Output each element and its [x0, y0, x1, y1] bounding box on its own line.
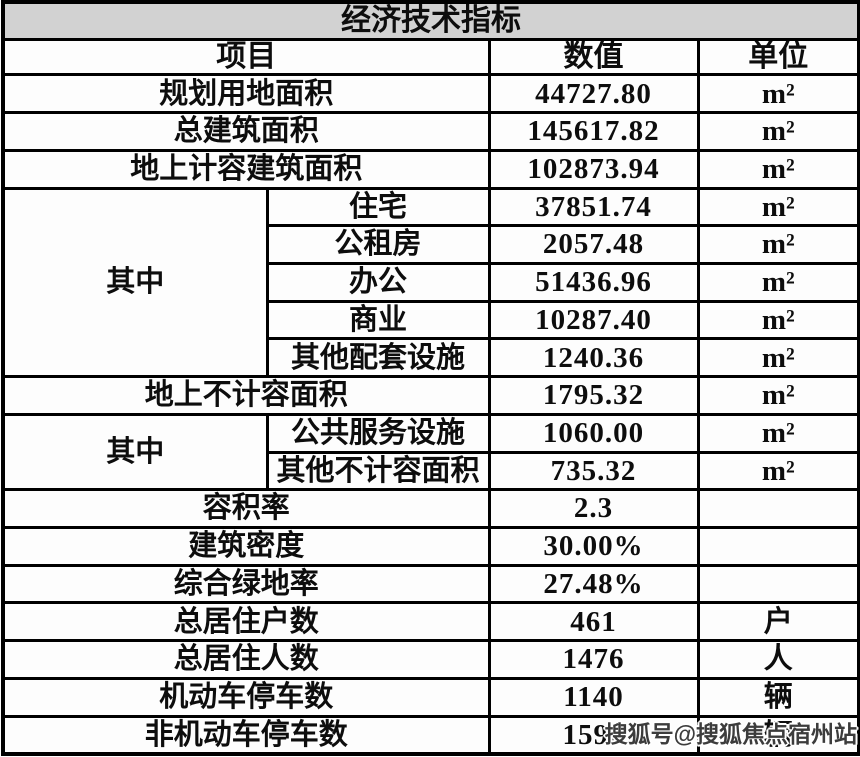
- row-label: 非机动车停车数: [1, 714, 491, 756]
- row-unit: m²: [696, 337, 860, 379]
- row-value: 2057.48: [487, 224, 700, 265]
- table-header-row: 项目 数值 单位: [1, 37, 860, 77]
- row-value: 44727.80: [487, 73, 700, 115]
- row-unit: m²: [696, 412, 860, 454]
- table-row: 其中 住宅 37851.74 m²: [1, 186, 860, 379]
- col-header-value: 数值: [487, 37, 700, 77]
- row-value: 37851.74: [487, 186, 700, 228]
- row-unit: m²: [696, 73, 860, 115]
- table-title: 经济技术指标: [1, 0, 860, 41]
- row-value: 1476: [487, 639, 700, 680]
- row-value: 1060.00: [487, 412, 700, 454]
- table-row: 总建筑面积 145617.82 m²: [1, 111, 860, 152]
- row-unit: 辆: [696, 676, 860, 718]
- row-label: 综合绿地率: [1, 563, 491, 605]
- table-row: 容积率 2.3: [1, 488, 860, 530]
- row-label: 总居住户数: [1, 601, 491, 643]
- row-label: 机动车停车数: [1, 676, 491, 718]
- table-row: 机动车停车数 1140 辆: [1, 676, 860, 718]
- table-row: 非机动车停车数 1598 辆: [1, 714, 860, 756]
- table-row: 总居住户数 461 户: [1, 601, 860, 643]
- row-label: 总居住人数: [1, 639, 491, 680]
- row-unit: [696, 563, 860, 605]
- row-label: 规划用地面积: [1, 73, 491, 115]
- col-header-unit: 单位: [696, 37, 860, 77]
- col-header-item: 项目: [1, 37, 491, 77]
- row-sublabel: 办公: [265, 261, 491, 303]
- row-unit: 辆: [696, 714, 860, 756]
- table-row: 建筑密度 30.00%: [1, 526, 860, 567]
- row-value: 1240.36: [487, 337, 700, 379]
- row-unit: 人: [696, 639, 860, 680]
- row-value: 2.3: [487, 488, 700, 530]
- row-unit: m²: [696, 186, 860, 228]
- row-unit: m²: [696, 261, 860, 303]
- table-row: 其中 公共服务设施 1060.00 m²: [1, 412, 860, 492]
- table-row: 商业 10287.40 m²: [3, 299, 860, 341]
- row-sublabel: 住宅: [265, 186, 491, 228]
- table-row: 办公 51436.96 m²: [3, 261, 860, 303]
- row-value: 102873.94: [487, 148, 700, 190]
- row-value: 735.32: [487, 450, 700, 492]
- table-row: 其他配套设施 1240.36 m²: [3, 337, 860, 379]
- merged-group-label: 其中: [1, 186, 269, 379]
- table-row: 规划用地面积 44727.80 m²: [1, 73, 860, 115]
- row-unit: m²: [696, 148, 860, 190]
- row-unit: m²: [696, 450, 860, 492]
- row-value: 51436.96: [487, 261, 700, 303]
- row-unit: 户: [696, 601, 860, 643]
- row-unit: m²: [696, 375, 860, 416]
- row-unit: m²: [696, 299, 860, 341]
- row-sublabel: 公租房: [265, 224, 491, 265]
- row-value: 1795.32: [487, 375, 700, 416]
- row-value: 145617.82: [487, 111, 700, 152]
- row-sublabel: 其他配套设施: [265, 337, 491, 379]
- row-sublabel: 公共服务设施: [265, 412, 491, 454]
- row-value: 27.48%: [487, 563, 700, 605]
- row-value: 10287.40: [487, 299, 700, 341]
- row-label: 地上计容建筑面积: [1, 148, 491, 190]
- table-title-row: 经济技术指标: [1, 0, 860, 41]
- row-label: 地上不计容面积: [1, 375, 491, 416]
- table-row: 其他不计容面积 735.32 m²: [3, 450, 860, 492]
- merged-group-label: 其中: [1, 412, 269, 492]
- watermark: 搜狐号@搜狐焦点宿州站: [604, 721, 857, 747]
- row-value: 1140: [487, 676, 700, 718]
- row-unit: m²: [696, 224, 860, 265]
- table-row: 地上不计容面积 1795.32 m²: [1, 375, 860, 416]
- row-unit: [696, 526, 860, 567]
- row-sublabel: 其他不计容面积: [265, 450, 491, 492]
- row-label: 容积率: [1, 488, 491, 530]
- table-row: 总居住人数 1476 人: [1, 639, 860, 680]
- row-sublabel: 商业: [265, 299, 491, 341]
- table-row: 综合绿地率 27.48%: [1, 563, 860, 605]
- row-label: 总建筑面积: [1, 111, 491, 152]
- table-row: 公租房 2057.48 m²: [3, 224, 860, 265]
- row-unit: m²: [696, 111, 860, 152]
- row-label: 建筑密度: [1, 526, 491, 567]
- table-row: 地上计容建筑面积 102873.94 m²: [1, 148, 860, 190]
- row-unit: [696, 488, 860, 530]
- row-value: 1598: [487, 714, 700, 756]
- row-value: 461: [487, 601, 700, 643]
- row-value: 30.00%: [487, 526, 700, 567]
